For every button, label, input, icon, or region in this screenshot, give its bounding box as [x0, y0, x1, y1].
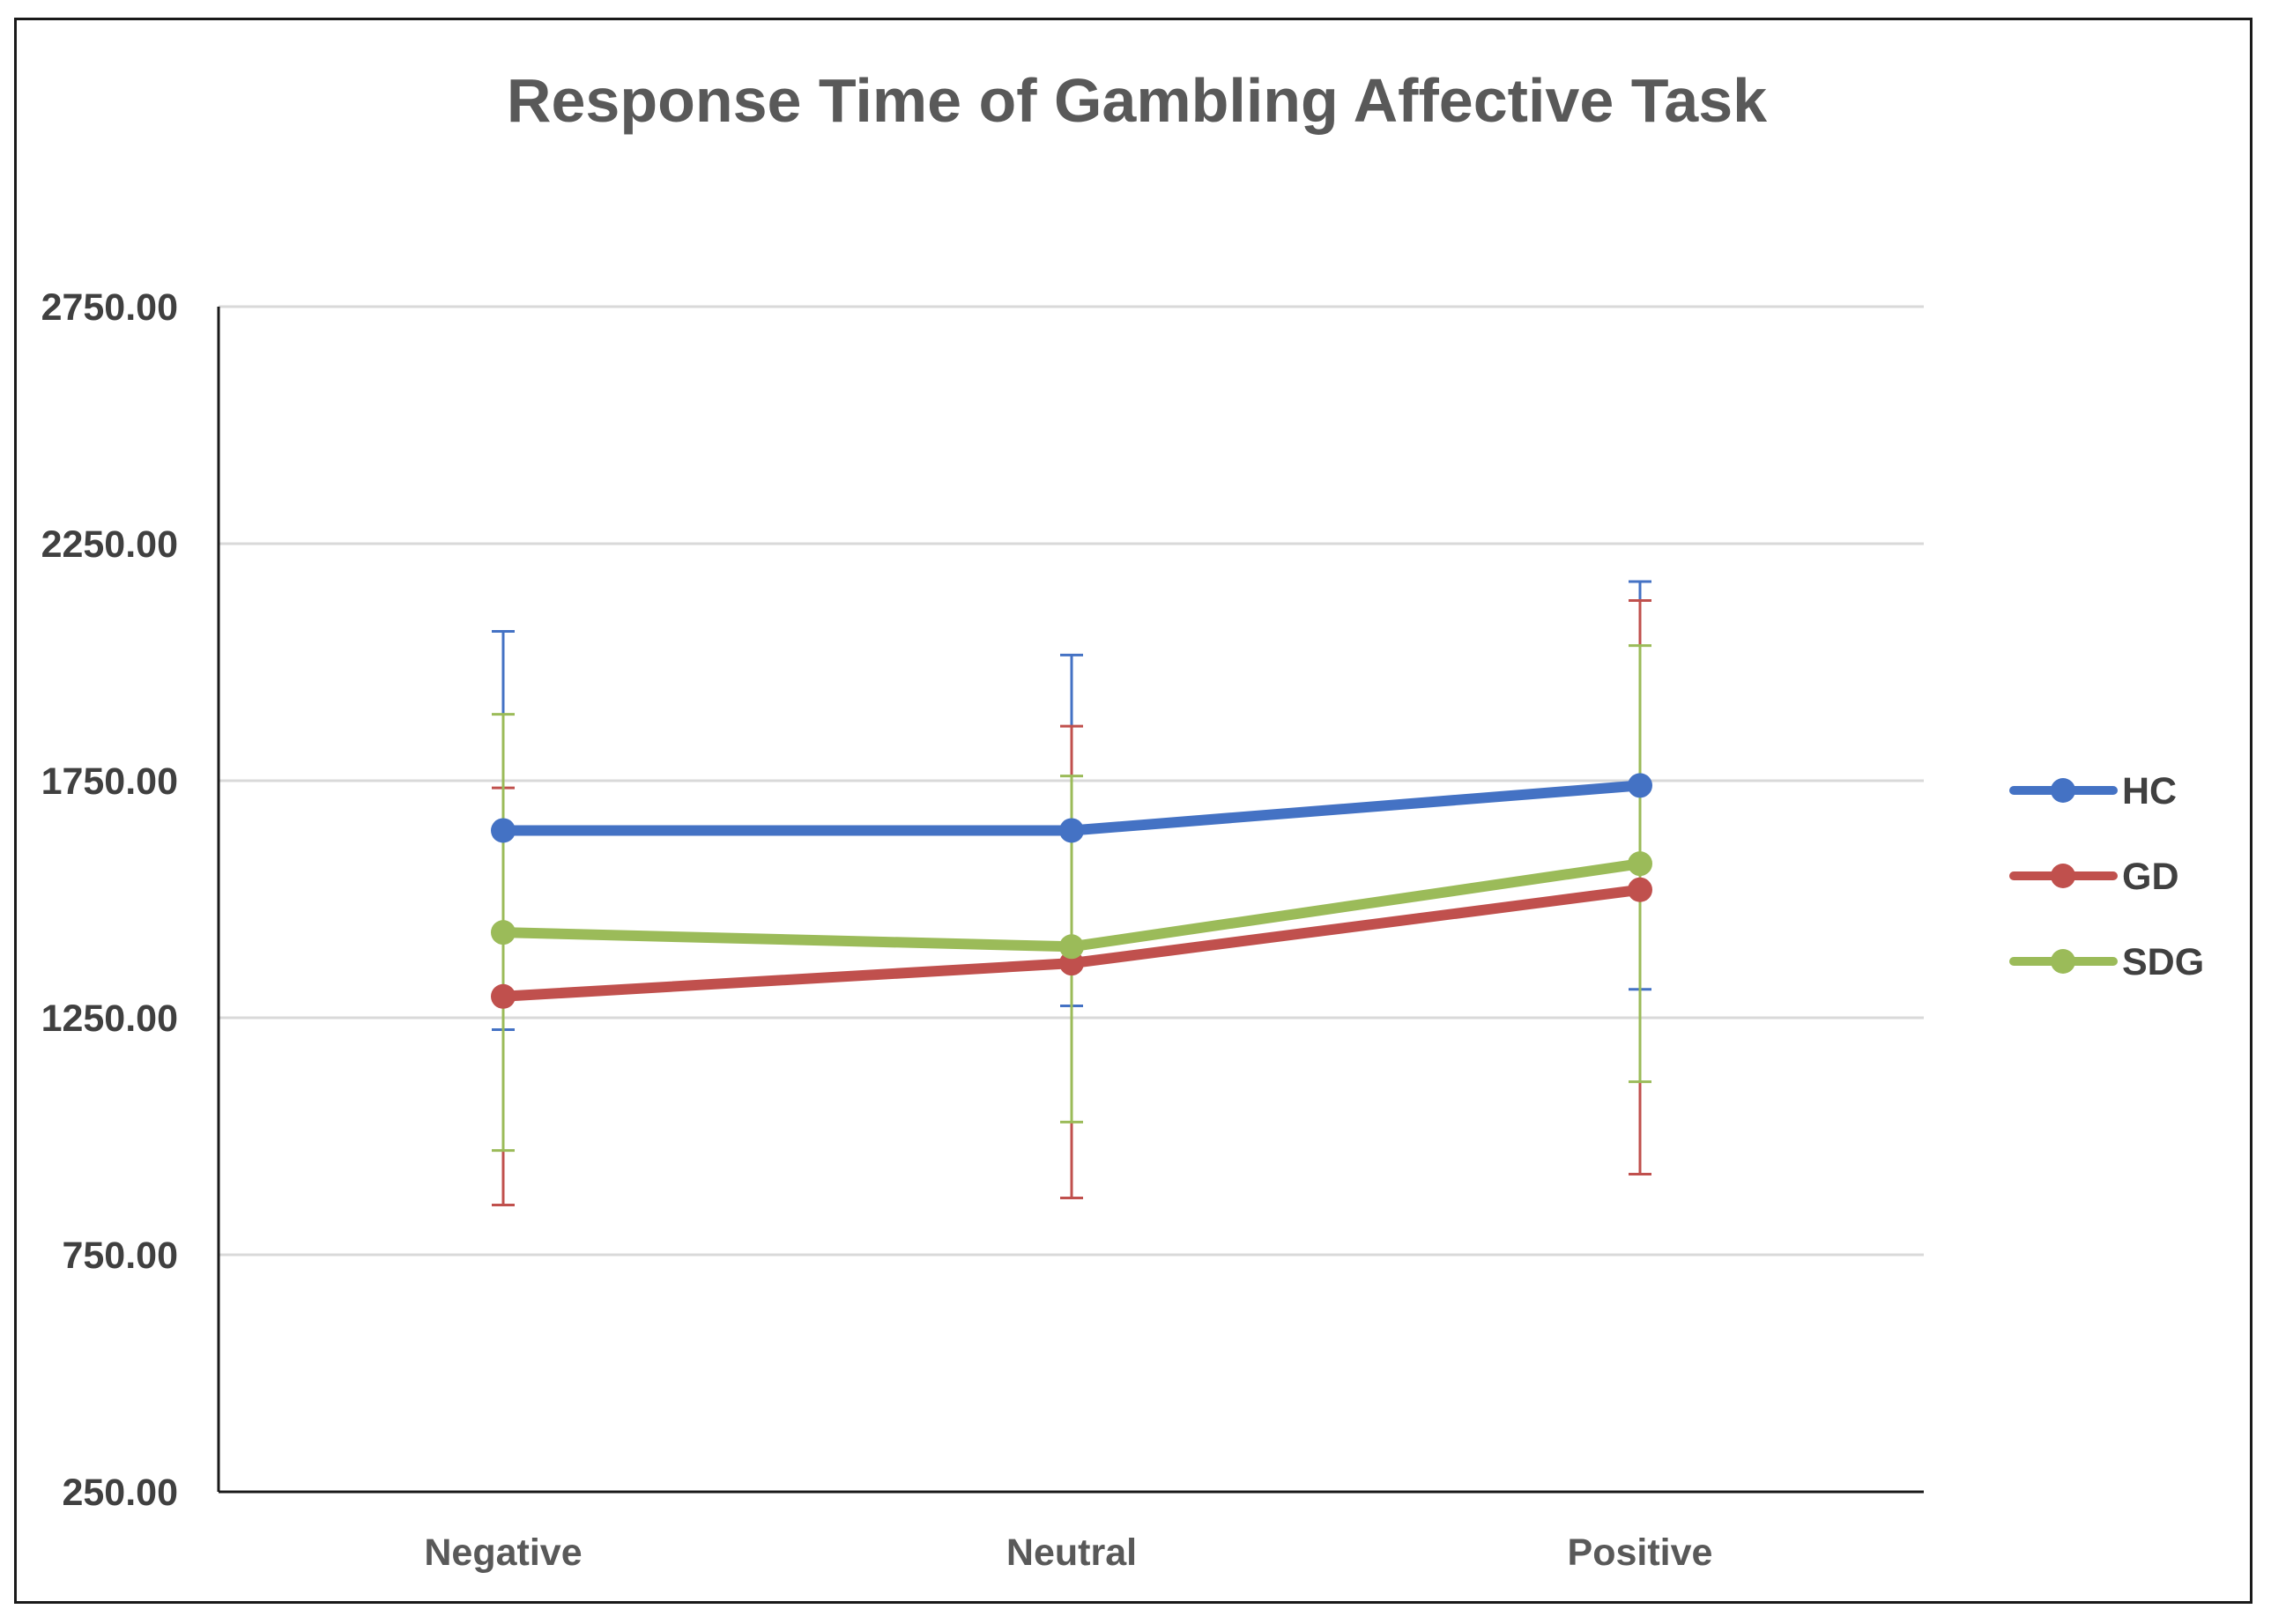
legend-label-gd: GD — [2122, 856, 2179, 898]
data-point-hc — [491, 818, 516, 843]
legend-label-sdg: SDG — [2122, 941, 2204, 983]
data-point-hc — [1059, 818, 1084, 843]
data-point-sdg — [1059, 934, 1084, 960]
x-tick-label: Positive — [1568, 1531, 1713, 1574]
legend-marker-gd — [2051, 864, 2075, 888]
data-point-sdg — [491, 920, 516, 945]
series-points — [491, 773, 1652, 1009]
y-tick-label: 250.00 — [62, 1472, 178, 1514]
y-tick-label: 2250.00 — [41, 523, 178, 566]
x-tick-label: Negative — [424, 1531, 582, 1574]
x-axis-ticks: Negative Neutral Positive — [424, 1531, 1712, 1574]
data-point-gd — [1628, 877, 1652, 902]
y-tick-label: 1750.00 — [41, 760, 178, 803]
error-bars — [492, 580, 1651, 1207]
y-tick-label: 750.00 — [62, 1235, 178, 1277]
chart-title: Response Time of Gambling Affective Task — [507, 66, 1767, 135]
data-point-hc — [1628, 773, 1652, 798]
y-tick-label: 1250.00 — [41, 997, 178, 1040]
chart-frame — [14, 18, 2252, 1604]
axes — [217, 307, 1924, 1494]
legend-marker-sdg — [2051, 949, 2075, 974]
legend: HC GD SDG — [2009, 770, 2204, 983]
data-point-gd — [491, 983, 516, 1009]
y-axis-ticks: 250.00 750.00 1250.00 1750.00 2250.00 2750.00 — [41, 286, 178, 1514]
legend-marker-hc — [2051, 778, 2075, 803]
legend-label-hc: HC — [2122, 770, 2177, 812]
x-tick-label: Neutral — [1006, 1531, 1137, 1574]
y-tick-label: 2750.00 — [41, 286, 178, 329]
data-point-sdg — [1628, 851, 1652, 877]
